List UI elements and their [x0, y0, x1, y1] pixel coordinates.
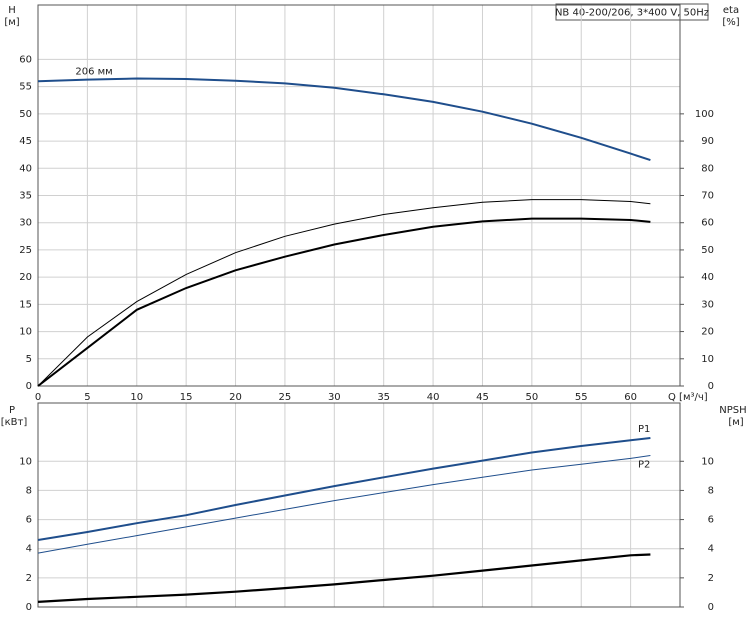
y2-tick-label: 40	[701, 272, 714, 283]
y-tick-label: 0	[26, 381, 32, 392]
y-tick-label: 6	[26, 515, 32, 526]
x-tick-label: 45	[476, 392, 489, 403]
plot-frame	[37, 4, 681, 387]
curve	[37, 455, 651, 554]
y-tick-label: 35	[19, 191, 32, 202]
y2-axis-unit: [%]	[722, 17, 739, 28]
y-tick-label: 0	[26, 602, 32, 613]
x-tick-label: 30	[328, 392, 341, 403]
x-tick-label: 35	[377, 392, 390, 403]
y2-tick-label: 10	[701, 456, 714, 467]
y2-tick-label: 8	[708, 485, 714, 496]
y-tick-label: 20	[19, 272, 32, 283]
x-tick-label: 15	[180, 392, 193, 403]
y-tick-label: 8	[26, 485, 32, 496]
curve	[37, 217, 651, 387]
y2-tick-label: 4	[708, 544, 714, 555]
y-tick-label: 10	[19, 327, 32, 338]
y-tick-label: 2	[26, 573, 32, 584]
y2-tick-label: 20	[701, 327, 714, 338]
y-tick-label: 50	[19, 109, 32, 120]
y-tick-label: 4	[26, 544, 32, 555]
y-axis-unit: [м]	[4, 17, 19, 28]
y2-tick-label: 6	[708, 515, 714, 526]
x-tick-label: 20	[229, 392, 242, 403]
curve	[37, 77, 651, 162]
y2-tick-label: 70	[701, 191, 714, 202]
y2-tick-label: 0	[708, 381, 714, 392]
y2-tick-label: 80	[701, 163, 714, 174]
y2-tick-label: 10	[701, 354, 714, 365]
series-label: P2	[638, 459, 650, 470]
x-tick-label: 55	[575, 392, 588, 403]
y-tick-label: 60	[19, 54, 32, 65]
y-tick-label: 40	[19, 163, 32, 174]
y-axis-label: P	[9, 405, 15, 416]
series-label: P1	[638, 424, 650, 435]
y-tick-label: 30	[19, 218, 32, 229]
series-label: 206 мм	[75, 67, 112, 78]
x-tick-label: 10	[130, 392, 143, 403]
x-tick-label: 0	[35, 392, 41, 403]
y2-tick-label: 90	[701, 136, 714, 147]
y2-tick-label: 50	[701, 245, 714, 256]
y-axis-label: H	[8, 5, 16, 16]
chart-title: NB 40-200/206, 3*400 V, 50Hz	[555, 8, 709, 19]
y2-tick-label: 0	[708, 602, 714, 613]
y2-tick-label: 100	[695, 109, 714, 120]
x-tick-label: 60	[624, 392, 637, 403]
y-tick-label: 55	[19, 82, 32, 93]
y2-tick-label: 2	[708, 573, 714, 584]
y2-axis-label: eta	[723, 5, 739, 16]
y-tick-label: 5	[26, 354, 32, 365]
y-tick-label: 10	[19, 456, 32, 467]
y2-tick-label: 60	[701, 218, 714, 229]
x-tick-label: 50	[525, 392, 538, 403]
curve	[37, 437, 651, 541]
curve	[37, 553, 651, 603]
x-tick-label: 40	[427, 392, 440, 403]
title-box	[555, 3, 709, 21]
x-axis-label: Q [м³/ч]	[668, 392, 708, 403]
y2-tick-label: 30	[701, 299, 714, 310]
y-tick-label: 25	[19, 245, 32, 256]
y-tick-label: 45	[19, 136, 32, 147]
y2-axis-unit: [м]	[728, 417, 743, 428]
y-axis-unit: [кВт]	[1, 417, 28, 428]
y2-axis-label: NPSH	[719, 405, 746, 416]
x-tick-label: 25	[279, 392, 292, 403]
curve	[37, 199, 651, 387]
y-tick-label: 15	[19, 299, 32, 310]
plot-frame	[37, 402, 681, 608]
x-tick-label: 5	[84, 392, 90, 403]
